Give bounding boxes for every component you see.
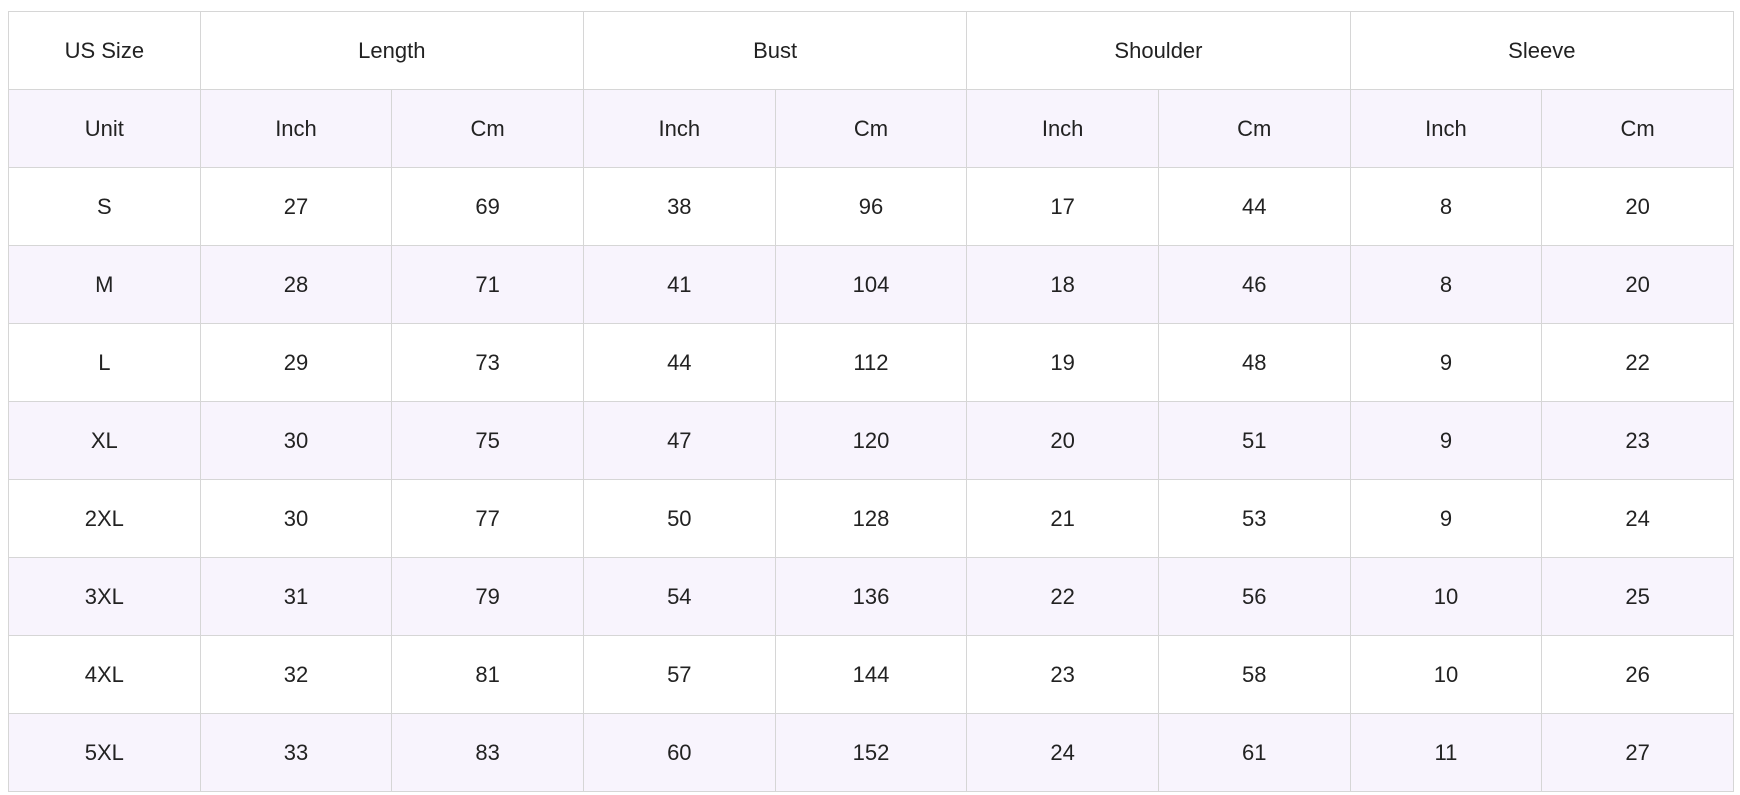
measurement-cell: 9 [1349,323,1543,402]
measurement-cell: 24 [966,713,1159,792]
measurement-cell: 20 [1541,167,1734,246]
measurement-cell: 10 [1349,557,1543,636]
measurement-cell: 58 [1157,635,1351,714]
table-row: M 28 71 41 104 18 46 8 20 [8,245,1734,324]
measurement-cell: 79 [391,557,584,636]
unit-header-cell: Inch [1349,89,1543,168]
unit-header-row: Unit Inch Cm Inch Cm Inch Cm Inch Cm [8,89,1734,168]
group-header-shoulder: Shoulder [966,11,1351,90]
size-cell: 4XL [8,635,201,714]
measurement-cell: 51 [1157,401,1351,480]
measurement-cell: 27 [199,167,393,246]
group-header-bust: Bust [582,11,968,90]
measurement-cell: 33 [199,713,393,792]
table-row: 5XL 33 83 60 152 24 61 11 27 [8,713,1734,792]
measurement-cell: 27 [1541,713,1734,792]
measurement-cell: 50 [582,479,776,558]
measurement-cell: 41 [582,245,776,324]
measurement-cell: 73 [391,323,584,402]
unit-header-cell: Cm [774,89,968,168]
measurement-cell: 120 [774,401,968,480]
measurement-cell: 30 [199,479,393,558]
unit-header-cell: Inch [582,89,776,168]
measurement-cell: 18 [966,245,1159,324]
group-header-row: US Size Length Bust Shoulder Sleeve [8,11,1735,90]
measurement-cell: 104 [774,245,968,324]
measurement-cell: 8 [1349,167,1543,246]
measurement-cell: 128 [774,479,968,558]
measurement-cell: 47 [582,401,776,480]
measurement-cell: 26 [1541,635,1734,714]
measurement-cell: 83 [391,713,584,792]
measurement-cell: 56 [1157,557,1351,636]
table-row: L 29 73 44 112 19 48 9 22 [8,323,1734,402]
measurement-cell: 112 [774,323,968,402]
measurement-cell: 54 [582,557,776,636]
unit-header-cell: Inch [199,89,393,168]
measurement-cell: 60 [582,713,776,792]
measurement-cell: 81 [391,635,584,714]
unit-header-cell: Cm [1157,89,1351,168]
measurement-cell: 46 [1157,245,1351,324]
table-row: 3XL 31 79 54 136 22 56 10 25 [8,557,1734,636]
size-cell: 3XL [8,557,201,636]
measurement-cell: 77 [391,479,584,558]
measurement-cell: 48 [1157,323,1351,402]
measurement-cell: 61 [1157,713,1351,792]
measurement-cell: 32 [199,635,393,714]
measurement-cell: 20 [966,401,1159,480]
measurement-cell: 44 [1157,167,1351,246]
measurement-cell: 28 [199,245,393,324]
measurement-cell: 152 [774,713,968,792]
table-row: XL 30 75 47 120 20 51 9 23 [8,401,1734,480]
measurement-cell: 21 [966,479,1159,558]
size-cell: XL [8,401,201,480]
unit-header-cell: Cm [1541,89,1734,168]
group-header-sleeve: Sleeve [1349,11,1735,90]
size-cell: 2XL [8,479,201,558]
unit-label: Unit [8,89,201,168]
measurement-cell: 10 [1349,635,1543,714]
measurement-cell: 29 [199,323,393,402]
table-row: S 27 69 38 96 17 44 8 20 [8,167,1734,246]
unit-header-cell: Inch [966,89,1159,168]
measurement-cell: 17 [966,167,1159,246]
measurement-cell: 53 [1157,479,1351,558]
us-size-header: US Size [8,11,201,90]
measurement-cell: 136 [774,557,968,636]
measurement-cell: 30 [199,401,393,480]
unit-header-cell: Cm [391,89,584,168]
measurement-cell: 8 [1349,245,1543,324]
measurement-cell: 23 [1541,401,1734,480]
measurement-cell: 38 [582,167,776,246]
measurement-cell: 75 [391,401,584,480]
table-row: 4XL 32 81 57 144 23 58 10 26 [8,635,1734,714]
size-cell: M [8,245,201,324]
measurement-cell: 144 [774,635,968,714]
size-cell: L [8,323,201,402]
size-cell: S [8,167,201,246]
group-header-length: Length [199,11,584,90]
measurement-cell: 31 [199,557,393,636]
measurement-cell: 22 [1541,323,1734,402]
measurement-cell: 25 [1541,557,1734,636]
size-chart-table: US Size Length Bust Shoulder Sleeve Unit… [8,11,1735,792]
measurement-cell: 69 [391,167,584,246]
measurement-cell: 57 [582,635,776,714]
measurement-cell: 96 [774,167,968,246]
measurement-cell: 11 [1349,713,1543,792]
measurement-cell: 20 [1541,245,1734,324]
measurement-cell: 44 [582,323,776,402]
measurement-cell: 24 [1541,479,1734,558]
measurement-cell: 22 [966,557,1159,636]
measurement-cell: 9 [1349,401,1543,480]
measurement-cell: 19 [966,323,1159,402]
size-cell: 5XL [8,713,201,792]
measurement-cell: 71 [391,245,584,324]
table-row: 2XL 30 77 50 128 21 53 9 24 [8,479,1734,558]
measurement-cell: 9 [1349,479,1543,558]
measurement-cell: 23 [966,635,1159,714]
